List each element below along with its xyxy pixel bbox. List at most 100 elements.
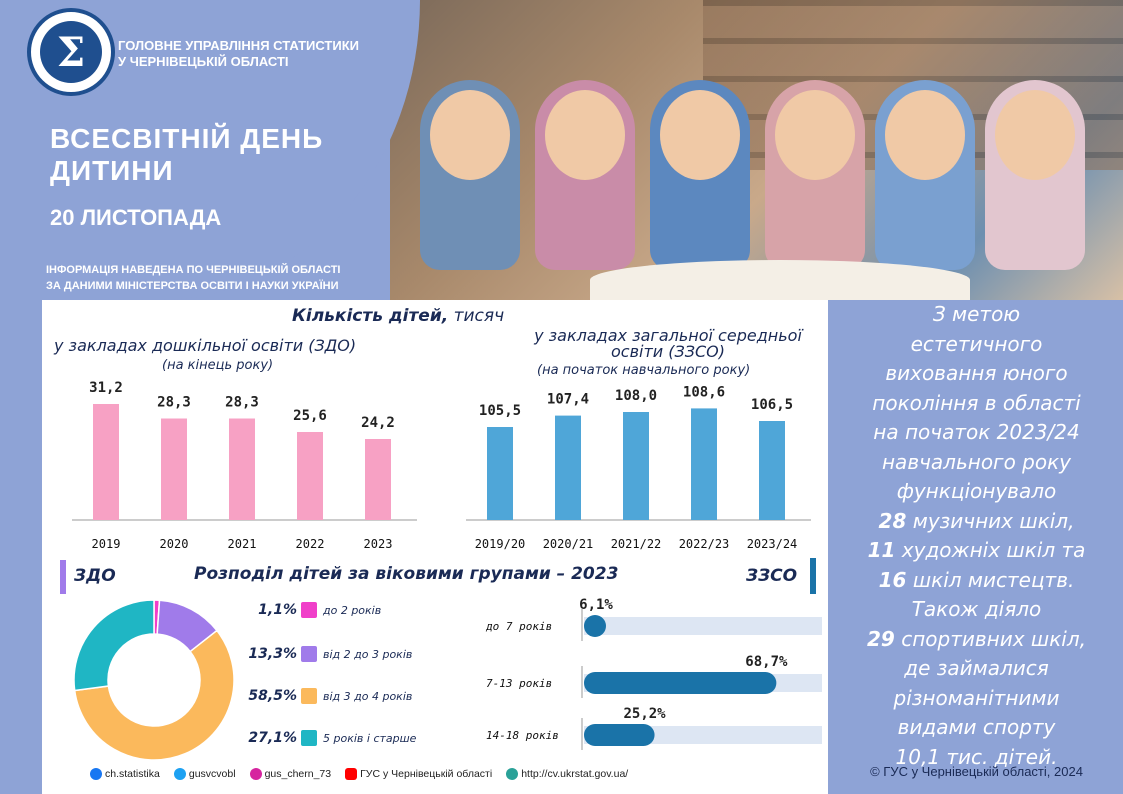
logo-sigma-icon: Σ (40, 21, 102, 83)
instagram-link[interactable]: gus_chern_73 (249, 768, 331, 781)
bar (297, 432, 323, 520)
category-label: 2022 (296, 537, 325, 551)
zdo-chart-subtitle: (на кінець року) (162, 358, 274, 373)
category-label: 2019 (92, 537, 121, 551)
legend-item: 58,5% від 3 до 4 років (242, 688, 412, 704)
bar-value-label: 28,3 (157, 395, 191, 411)
instagram-icon (249, 768, 262, 781)
bar (93, 404, 119, 520)
zdo-bar-chart: 31,2 2019 28,3 2020 28,3 2021 25,6 2022 24,2 2023 (72, 380, 417, 551)
bar (161, 418, 187, 520)
zzso-horizontal-bar-chart: до 7 років 6,1% 7-13 років 68,7% 14-18 років… (485, 597, 822, 750)
bar-value-label: 25,6 (293, 408, 327, 424)
bar-value-label: 105,5 (479, 403, 521, 419)
legend-swatch (301, 602, 317, 618)
legend-value: 27,1% (248, 730, 297, 746)
legend-label: від 2 до 3 років (323, 647, 413, 661)
bar (584, 724, 655, 746)
facebook-link[interactable]: ch.statistika (90, 768, 160, 781)
category-label: 7-13 років (486, 677, 552, 690)
child-figure (765, 80, 865, 270)
open-book (590, 260, 970, 300)
bar-value-label: 68,7% (745, 654, 788, 670)
bar-value-label: 6,1% (579, 597, 613, 613)
facebook-icon (90, 768, 102, 781)
legend-swatch (301, 646, 317, 662)
child-figure (535, 80, 635, 270)
right-info-panel: З метою естетичного виховання юного поко… (830, 300, 1123, 794)
child-figure (985, 80, 1085, 270)
globe-icon (506, 768, 519, 781)
bar (229, 418, 255, 520)
twitter-link[interactable]: gusvcvobl (173, 768, 236, 781)
legend-item: 1,1% до 2 років (242, 602, 381, 618)
bar-value-label: 24,2 (361, 415, 395, 431)
category-label: 2022/23 (679, 537, 730, 551)
legend-label: 5 років і старше (323, 731, 417, 745)
category-label: 2021/22 (611, 537, 662, 551)
bar (759, 421, 785, 520)
bar-value-label: 108,0 (615, 388, 657, 404)
legend-swatch (301, 688, 317, 704)
page-title: ВСЕСВІТНІЙ ДЕНЬ ДИТИНИ (50, 123, 324, 186)
youtube-link[interactable]: ГУС у Чернівецькій області (345, 768, 492, 781)
bar (691, 408, 717, 520)
children-photo (390, 0, 1123, 300)
zdo-accent-bar (60, 560, 66, 594)
legend-label: до 2 років (323, 603, 382, 617)
zzso-accent-bar (810, 558, 816, 594)
bar-value-label: 107,4 (547, 392, 589, 408)
organization-name: ГОЛОВНЕ УПРАВЛІННЯ СТАТИСТИКИ У ЧЕРНІВЕЦ… (118, 38, 359, 69)
bar (623, 412, 649, 520)
legend-value: 13,3% (248, 646, 297, 662)
donut-slice (73, 629, 235, 761)
twitter-icon (173, 768, 186, 781)
zzso-label: ЗЗСО (746, 566, 798, 586)
legend-label: від 3 до 4 років (323, 689, 413, 703)
bar-value-label: 28,3 (225, 395, 259, 411)
legend-value: 58,5% (248, 688, 297, 704)
bar (584, 672, 777, 694)
distribution-title: Розподіл дітей за віковими групами – 202… (194, 564, 619, 584)
category-label: 2019/20 (475, 537, 526, 551)
category-label: 2020/21 (543, 537, 594, 551)
zzso-chart-subtitle: (на початок навчального року) (537, 363, 751, 378)
bar-value-label: 25,2% (623, 706, 666, 722)
legend-value: 1,1% (258, 602, 297, 618)
bar-track (584, 617, 822, 635)
bar-value-label: 106,5 (751, 397, 793, 413)
zdo-donut-chart (73, 599, 235, 761)
main-panel: Кількість дітей, тисяч у закладах дошкіл… (42, 300, 828, 794)
zdo-label: ЗДО (74, 566, 116, 586)
bar-value-label: 31,2 (89, 380, 123, 396)
event-date: 20 ЛИСТОПАДА (50, 205, 222, 230)
youtube-icon (345, 768, 358, 781)
category-label: 14-18 років (486, 729, 559, 742)
zzso-bar-chart: 105,5 2019/20 107,4 2020/21 108,0 2021/22 108,… (466, 384, 811, 551)
bar (584, 615, 606, 637)
music-schools-text: З метою естетичного виховання юного поко… (867, 302, 1086, 769)
charts-title: Кількість дітей, тисяч (292, 306, 505, 326)
legend-item: 13,3% від 2 до 3 років (242, 646, 412, 662)
zzso-chart-title: у закладах загальної середньої освіти (З… (534, 326, 802, 361)
website-link[interactable]: http://cv.ukrstat.gov.ua/ (506, 768, 628, 781)
child-figure (420, 80, 520, 270)
bar-value-label: 108,6 (683, 384, 725, 400)
derzhstat-logo: Σ (27, 8, 115, 96)
zdo-chart-title: у закладах дошкільної освіти (ЗДО) (54, 336, 357, 355)
copyright: © ГУС у Чернівецькій області, 2024 (870, 764, 1083, 779)
legend-swatch (301, 730, 317, 746)
donut-slice (73, 599, 155, 692)
social-links: ch.statistika gusvcvobl gus_chern_73 ГУС… (90, 768, 628, 781)
category-label: 2020 (160, 537, 189, 551)
bar (365, 439, 391, 520)
bar (555, 415, 581, 520)
child-figure (650, 80, 750, 270)
bar (487, 427, 513, 520)
legend-item: 27,1% 5 років і старше (242, 730, 416, 746)
source-info: ІНФОРМАЦІЯ НАВЕДЕНА ПО ЧЕРНІВЕЦЬКІЙ ОБЛА… (46, 264, 341, 292)
category-label: 2021 (228, 537, 257, 551)
category-label: до 7 років (485, 620, 552, 633)
category-label: 2023/24 (747, 537, 798, 551)
category-label: 2023 (364, 537, 393, 551)
